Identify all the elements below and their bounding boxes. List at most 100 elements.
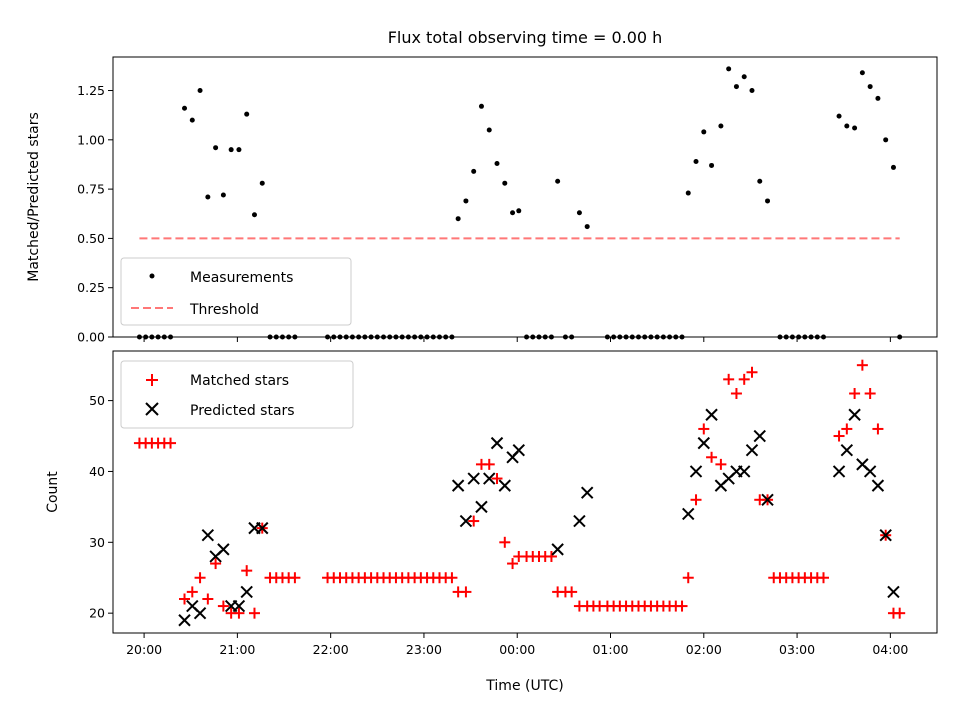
measurement-point — [765, 198, 771, 204]
measurement-point — [189, 117, 195, 123]
top-panel: 0.00 0.25 0.50 0.75 1.00 1.25 Matched/Predict… — [26, 56, 938, 345]
bottom-marks — [133, 359, 906, 627]
y-tick-label: 0.25 — [77, 280, 105, 295]
predicted-star-point — [848, 408, 861, 421]
measurement-point — [236, 147, 242, 153]
matched-star-point — [841, 423, 853, 435]
matched-star-point — [241, 565, 253, 577]
top-x-ticks — [143, 337, 891, 342]
matched-star-point — [202, 593, 214, 605]
measurement-point — [251, 212, 257, 218]
measurement-point — [733, 84, 739, 90]
matched-star-point — [289, 572, 301, 584]
matched-star-point — [165, 437, 177, 449]
matched-star-point — [483, 458, 495, 470]
x-tick-label: 20:00 — [126, 642, 162, 657]
legend-label-threshold: Threshold — [189, 302, 259, 318]
bottom-y-axis-label: Count — [45, 471, 61, 513]
predicted-star-point — [705, 408, 718, 421]
top-y-axis-label: Matched/Predicted stars — [26, 112, 42, 282]
predicted-star-point — [871, 479, 885, 492]
legend-label-predicted: Predicted stars — [190, 403, 295, 419]
measurement-point — [749, 88, 755, 94]
predicted-star-point — [512, 443, 525, 457]
predicted-star-point — [753, 429, 766, 443]
bottom-y-ticks: 20 30 40 50 — [89, 393, 113, 621]
predicted-star-point — [832, 465, 846, 478]
x-tick-label: 01:00 — [592, 642, 628, 657]
matched-star-point — [746, 366, 758, 378]
x-tick-label: 00:00 — [499, 642, 535, 657]
bottom-frame — [112, 350, 938, 634]
x-tick-label: 04:00 — [872, 642, 908, 657]
measurement-point — [844, 123, 850, 129]
x-axis-label: Time (UTC) — [485, 678, 563, 694]
top-y-ticks: 0.00 0.25 0.50 0.75 1.00 1.25 — [77, 83, 113, 345]
matched-star-point — [468, 515, 480, 527]
predicted-star-point — [498, 479, 511, 492]
measurement-point — [486, 127, 492, 133]
matched-star-point — [194, 572, 206, 584]
matched-star-point — [248, 607, 260, 619]
measurement-point — [685, 190, 691, 196]
matched-star-point — [856, 359, 868, 371]
matched-star-point — [864, 388, 876, 400]
matched-star-point — [833, 430, 845, 442]
predicted-star-point — [745, 443, 759, 457]
measurement-point — [836, 113, 842, 119]
measurement-point — [584, 224, 590, 230]
predicted-star-point — [879, 529, 892, 542]
predicted-star-point — [451, 479, 465, 492]
measurement-point — [726, 66, 732, 72]
predicted-star-point — [573, 514, 586, 528]
predicted-star-point — [761, 493, 774, 507]
predicted-star-point — [201, 529, 215, 542]
top-legend: Measurements Threshold — [120, 257, 352, 326]
predicted-star-point — [738, 465, 751, 478]
measurement-point — [259, 180, 265, 186]
legend-label-matched: Matched stars — [190, 373, 289, 389]
predicted-star-point — [178, 614, 191, 627]
matched-star-point — [179, 593, 191, 605]
measurement-point — [182, 105, 188, 111]
predicted-star-point — [256, 521, 269, 535]
matched-star-point — [894, 607, 906, 619]
measurement-point — [890, 164, 896, 170]
y-tick-label: 0.75 — [77, 182, 105, 197]
predicted-star-point — [697, 436, 710, 450]
measurement-point — [701, 129, 707, 135]
legend-marker-measurements — [149, 273, 155, 279]
x-tick-label: 02:00 — [686, 642, 722, 657]
measurement-point — [852, 125, 858, 131]
matched-star-point — [682, 572, 694, 584]
predicted-star-point — [887, 585, 900, 599]
top-frame — [112, 56, 938, 338]
predicted-star-point — [863, 465, 877, 478]
measurement-point — [502, 180, 508, 186]
measurement-point — [205, 194, 211, 200]
y-tick-label: 0.00 — [77, 330, 105, 345]
top-legend-box — [120, 257, 352, 326]
matched-star-point — [849, 388, 861, 400]
matched-star-point — [872, 423, 884, 435]
matched-star-point — [723, 373, 735, 385]
y-tick-label: 50 — [89, 393, 105, 408]
predicted-star-point — [232, 599, 246, 613]
predicted-star-point — [459, 514, 473, 528]
measurement-point — [555, 178, 561, 184]
measurement-point — [228, 147, 234, 153]
matched-star-point — [217, 600, 229, 612]
measurement-point — [867, 84, 873, 90]
predicted-star-point — [217, 543, 230, 556]
measurement-point — [478, 103, 484, 109]
bottom-legend: Matched stars Predicted stars — [120, 360, 354, 429]
matched-star-point — [818, 572, 830, 584]
matched-star-point — [186, 586, 198, 598]
matched-star-point — [491, 473, 503, 485]
measurement-point — [757, 178, 763, 184]
matched-star-point — [676, 600, 688, 612]
measurement-point — [693, 159, 699, 165]
predicted-star-point — [483, 472, 496, 485]
matched-star-point — [566, 586, 578, 598]
